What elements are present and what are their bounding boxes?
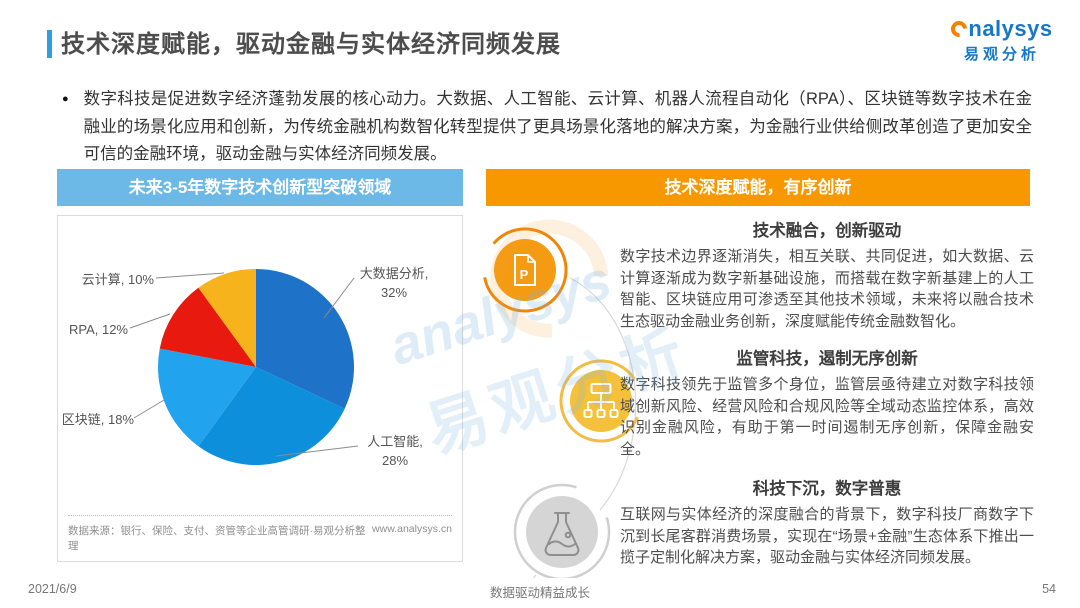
pie-chart [129, 269, 359, 465]
section-body: 互联网与实体经济的深度融合的背景下，数字科技厂商数字下沉到长尾客群消费场景，实现… [620, 506, 1034, 566]
svg-text:P: P [520, 267, 529, 282]
section-title: 监管科技，遏制无序创新 [736, 350, 918, 368]
page-title: 技术深度赋能，驱动金融与实体经济同频发展 [61, 31, 561, 58]
document-p-icon: P [482, 227, 568, 313]
pie-chart-panel: 云计算, 10% RPA, 12% 区块链, 18% 大数据分析, 32% 人工… [57, 215, 463, 562]
logo-text-cn: 易观分析 [963, 46, 1040, 63]
pie-label-cloud: 云计算, 10% [81, 272, 154, 287]
flask-icon [513, 483, 611, 578]
footer-slogan: 数据驱动精益成长 [489, 586, 590, 600]
network-icon [559, 359, 643, 443]
pie-slice-rpa [159, 287, 256, 367]
pie-slice-cloud [198, 269, 256, 367]
section-body: 数字技术边界逐渐消失，相互关联、共同促进，如大数据、云计算逐渐成为数字新基础设施… [620, 248, 1034, 330]
data-source-note: 数据来源：银行、保险、支付、资管等企业高管调研·易观分析整理 [68, 525, 366, 552]
footer-page-number: 54 [1042, 582, 1056, 596]
logo-swirl-icon [948, 17, 971, 41]
section-tech-fusion: 技术融合，创新驱动 数字技术边界逐渐消失，相互关联、共同促进，如大数据、云计算逐… [620, 217, 1034, 332]
footer: 2021/6/9 数据驱动精益成长 54 [0, 582, 1080, 600]
section-regtech: 监管科技，遏制无序创新 数字科技领先于监管多个身位，监管层亟待建立对数字科技领域… [620, 345, 1034, 460]
intro-paragraph: ● 数字科技是促进数字经济蓬勃发展的核心动力。大数据、人工智能、云计算、机器人流… [62, 86, 1032, 169]
pie-label-ai: 人工智能, 28% [367, 434, 423, 468]
pie-slice-blockchain [158, 348, 256, 447]
pie-label-blockchain: 区块链, 18% [61, 412, 134, 427]
pie-label-rpa: RPA, 12% [68, 322, 128, 337]
section-tech-inclusion: 科技下沉，数字普惠 互联网与实体经济的深度融合的背景下，数字科技厂商数字下沉到长… [620, 475, 1034, 569]
section-icons: P [482, 227, 643, 578]
chart-source-row: 数据来源：银行、保险、支付、资管等企业高管调研·易观分析整理 www.analy… [68, 515, 452, 553]
website-url: www.analysys.cn [372, 523, 452, 535]
analysys-logo: nalysys 易观分析 [944, 16, 1060, 64]
section-title: 科技下沉，数字普惠 [752, 480, 902, 498]
section-body: 数字科技领先于监管多个身位，监管层亟待建立对数字科技领域创新风险、经营风险和合规… [620, 376, 1034, 458]
intro-text: 数字科技是促进数字经济蓬勃发展的核心动力。大数据、人工智能、云计算、机器人流程自… [83, 90, 1032, 163]
left-section-header: 未来3-5年数字技术创新型突破领域 [57, 169, 463, 206]
title-accent-bar [47, 30, 52, 58]
footer-date: 2021/6/9 [28, 582, 77, 596]
right-section-header: 技术深度赋能，有序创新 [486, 169, 1030, 206]
logo-text-en: nalysys [968, 16, 1053, 41]
pie-slice-big-data [256, 269, 354, 409]
connector-arc [569, 277, 637, 511]
bullet-icon: ● [62, 93, 69, 105]
pie-callout-lines [129, 272, 359, 457]
pie-label-big-data: 大数据分析, 32% [359, 266, 429, 300]
section-title: 技术融合，创新驱动 [752, 222, 902, 240]
connector-arc-tail [532, 574, 537, 578]
right-sections: 技术融合，创新驱动 数字技术边界逐渐消失，相互关联、共同促进，如大数据、云计算逐… [620, 214, 1034, 569]
pie-slice-ai [198, 367, 345, 465]
